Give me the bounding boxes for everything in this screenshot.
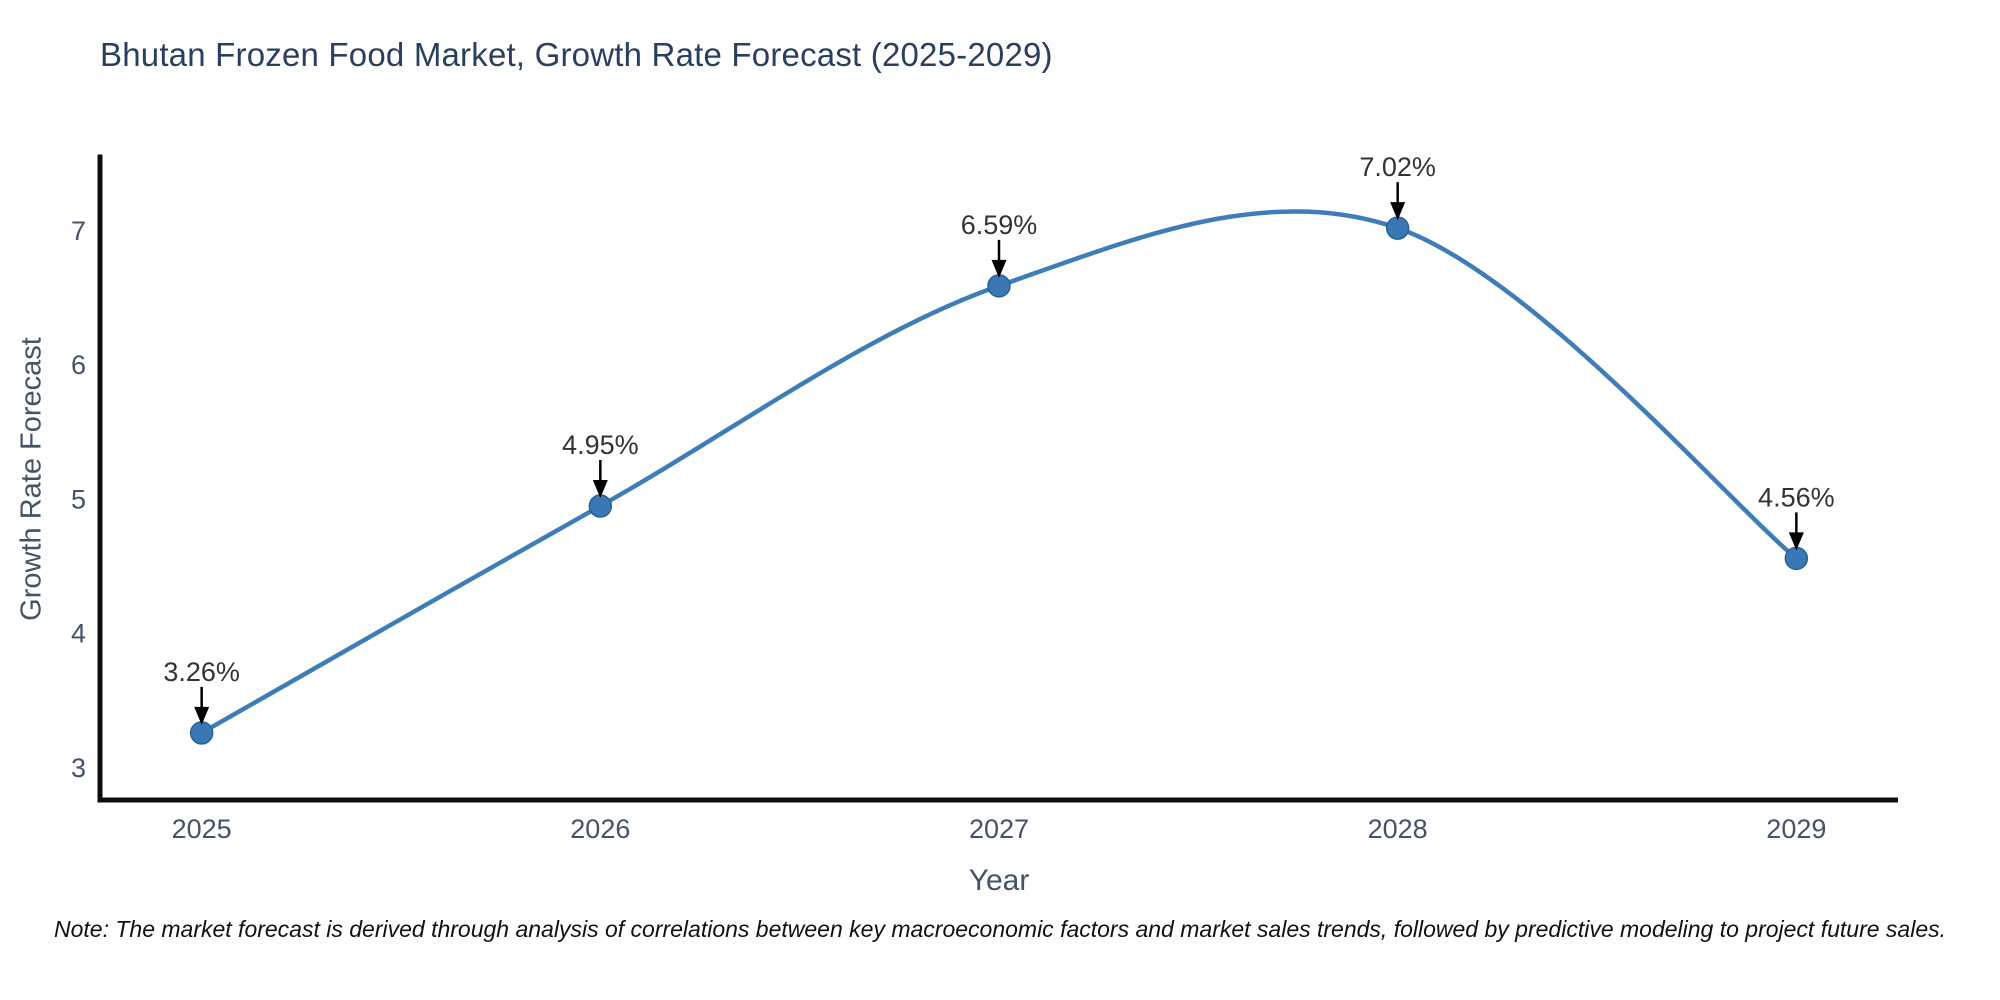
- x-tick-label: 2025: [172, 814, 232, 844]
- annotation-arrow-head: [592, 480, 608, 499]
- y-axis-title: Growth Rate Forecast: [15, 337, 48, 621]
- data-point-label: 6.59%: [961, 210, 1038, 240]
- annotation-arrow-head: [991, 259, 1007, 278]
- y-tick-label: 5: [71, 484, 86, 514]
- chart-title: Bhutan Frozen Food Market, Growth Rate F…: [100, 36, 1053, 73]
- data-point-marker: [987, 274, 1011, 298]
- data-point-label: 3.26%: [163, 657, 240, 687]
- y-tick-label: 4: [71, 619, 86, 649]
- y-tick-label: 6: [71, 350, 86, 380]
- data-point-label: 7.02%: [1359, 152, 1436, 182]
- data-point-marker: [1784, 546, 1809, 571]
- y-tick-label: 7: [71, 216, 86, 246]
- data-point-label: 4.95%: [562, 430, 639, 460]
- chart-footnote: Note: The market forecast is derived thr…: [53, 916, 1947, 942]
- data-point-marker: [1385, 216, 1410, 240]
- x-tick-label: 2026: [570, 814, 630, 844]
- annotation-arrow-head: [1390, 202, 1406, 221]
- x-axis-title: Year: [968, 864, 1030, 897]
- annotation-arrow-head: [1788, 532, 1804, 551]
- y-tick-label: 3: [71, 753, 86, 783]
- data-point-marker: [588, 494, 613, 518]
- annotation-arrow-head: [194, 706, 210, 725]
- x-tick-label: 2029: [1766, 814, 1826, 844]
- data-point-label: 4.56%: [1758, 482, 1835, 512]
- data-point-marker: [189, 721, 214, 745]
- x-tick-label: 2028: [1368, 814, 1428, 844]
- x-tick-label: 2027: [969, 814, 1029, 844]
